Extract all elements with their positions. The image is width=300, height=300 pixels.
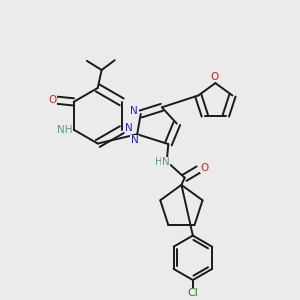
Text: N: N [131,135,138,145]
Text: O: O [200,163,208,173]
Text: N: N [130,106,138,116]
Text: NH: NH [57,125,72,135]
Text: N: N [125,123,133,134]
Text: H: H [154,158,162,167]
Text: Cl: Cl [188,288,198,298]
Text: O: O [211,72,219,82]
Text: N: N [162,158,169,167]
Text: O: O [48,95,56,105]
